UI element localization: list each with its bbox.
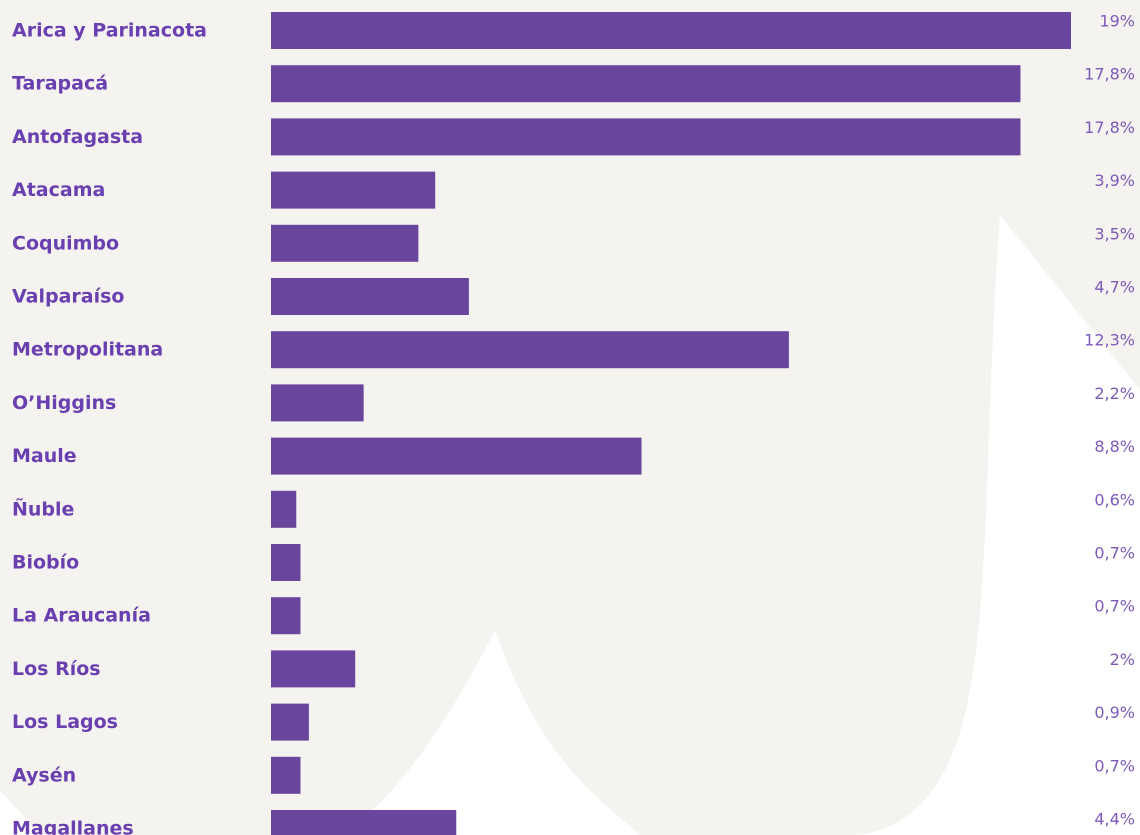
bar bbox=[271, 331, 789, 369]
value-label: 2% bbox=[1110, 650, 1135, 669]
bar bbox=[271, 224, 419, 262]
category-label: Metropolitana bbox=[12, 339, 163, 361]
bar bbox=[271, 118, 1021, 156]
category-label: Aysén bbox=[12, 764, 76, 786]
value-label: 12,3% bbox=[1084, 331, 1135, 350]
value-label: 0,6% bbox=[1094, 490, 1135, 509]
category-label: Maule bbox=[12, 445, 77, 467]
bar bbox=[271, 384, 364, 422]
category-label: Coquimbo bbox=[12, 232, 119, 254]
value-label: 3,5% bbox=[1094, 224, 1135, 243]
bar bbox=[271, 437, 642, 475]
category-label: La Araucanía bbox=[12, 605, 151, 627]
bar bbox=[271, 597, 301, 635]
value-label: 0,9% bbox=[1094, 703, 1135, 722]
value-label: 8,8% bbox=[1094, 437, 1135, 456]
category-label: Los Ríos bbox=[12, 658, 101, 680]
value-label: 4,7% bbox=[1094, 278, 1135, 297]
bar bbox=[271, 544, 301, 581]
bar bbox=[271, 756, 301, 794]
bar bbox=[271, 810, 457, 835]
bar bbox=[271, 65, 1021, 103]
value-label: 0,7% bbox=[1094, 544, 1135, 563]
category-label: Magallanes bbox=[12, 818, 134, 835]
value-label: 17,8% bbox=[1084, 65, 1135, 84]
value-label: 17,8% bbox=[1084, 118, 1135, 137]
bar bbox=[271, 12, 1071, 49]
value-label: 2,2% bbox=[1094, 384, 1135, 403]
bar bbox=[271, 490, 297, 528]
bar bbox=[271, 278, 469, 315]
value-label: 3,9% bbox=[1094, 171, 1135, 190]
category-label: Tarapacá bbox=[12, 73, 108, 95]
category-label: O’Higgins bbox=[12, 392, 116, 414]
category-label: Valparaíso bbox=[12, 286, 125, 308]
value-label: 0,7% bbox=[1094, 597, 1135, 616]
category-label: Atacama bbox=[12, 179, 105, 201]
category-label: Los Lagos bbox=[12, 711, 118, 733]
category-label: Ñuble bbox=[12, 496, 74, 520]
category-label: Biobío bbox=[12, 552, 79, 574]
value-label: 19% bbox=[1099, 12, 1135, 31]
bar bbox=[271, 171, 436, 209]
bar bbox=[271, 703, 309, 741]
category-label: Antofagasta bbox=[12, 126, 143, 148]
category-label: Arica y Parinacota bbox=[12, 20, 207, 42]
value-label: 4,4% bbox=[1094, 810, 1135, 829]
bar bbox=[271, 650, 356, 688]
value-label: 0,7% bbox=[1094, 756, 1135, 775]
